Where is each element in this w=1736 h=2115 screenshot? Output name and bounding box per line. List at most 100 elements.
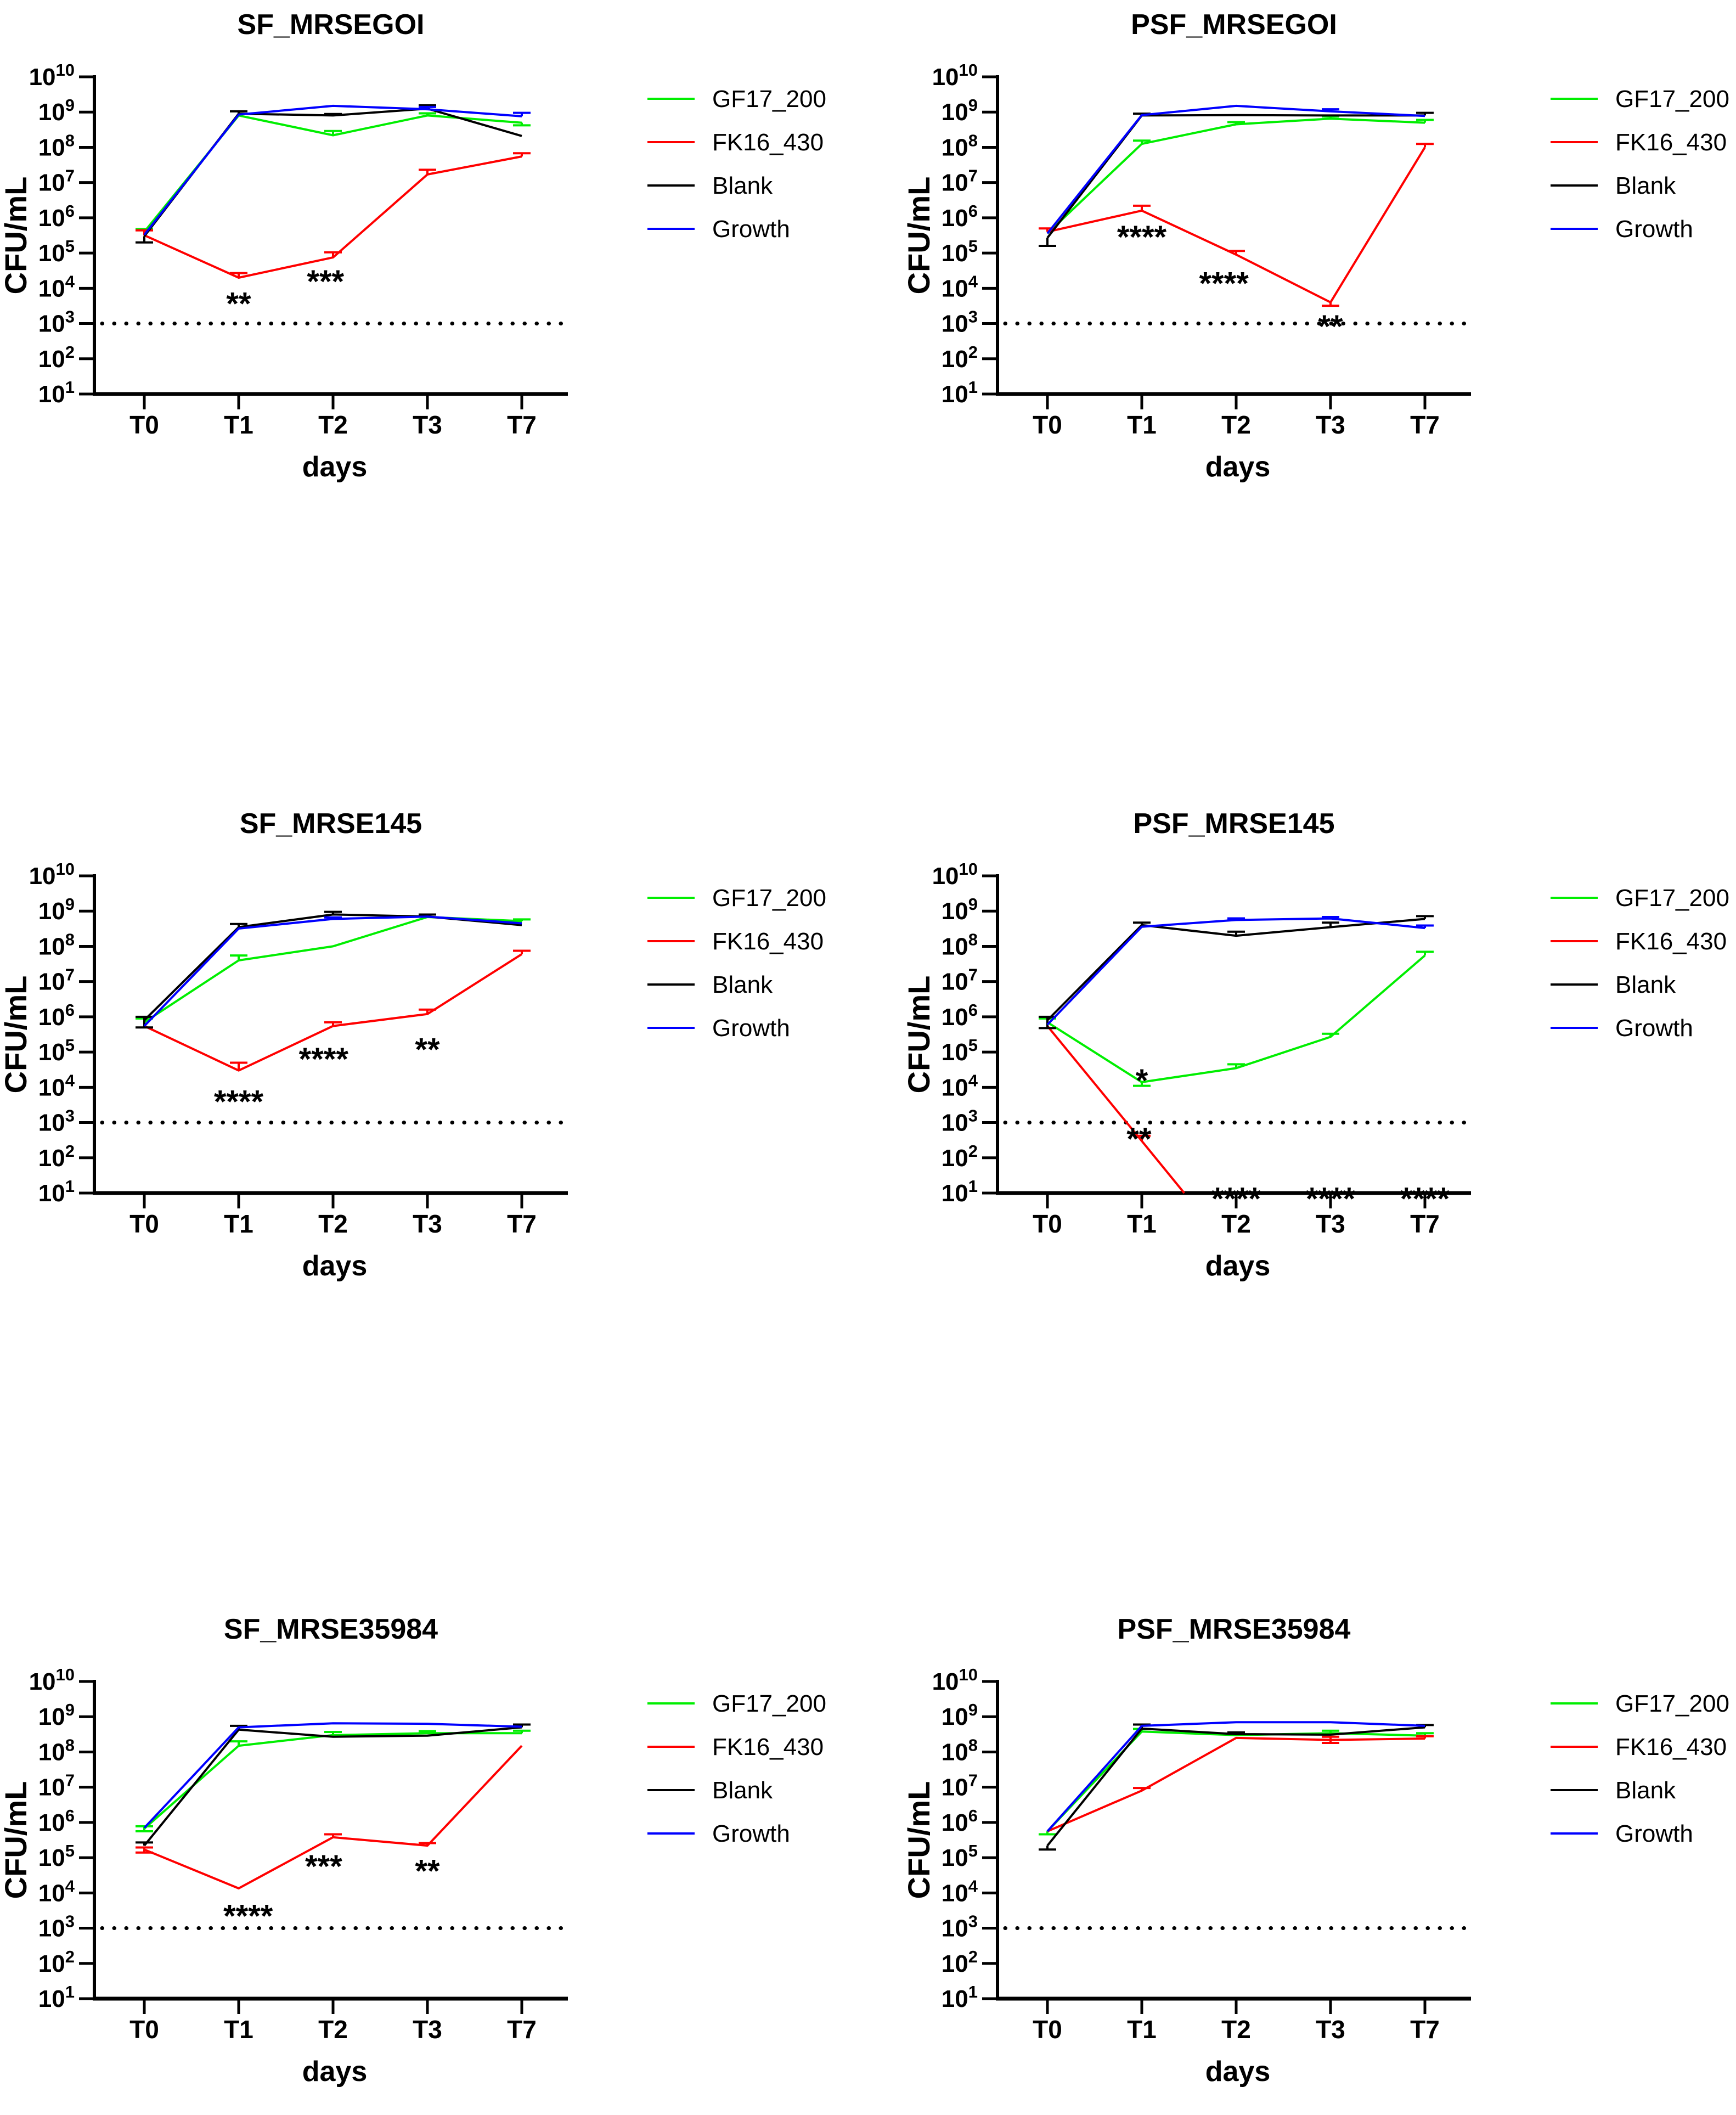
significance-stars: ***	[307, 264, 344, 300]
significance-stars: *	[1136, 1063, 1148, 1099]
significance-stars: ****	[1117, 220, 1167, 255]
y-tick-label: 107	[38, 166, 75, 196]
x-tick-label-t0: T0	[129, 1210, 159, 1238]
legend-label-fk16_430: FK16_430	[712, 129, 824, 156]
y-tick-label: 102	[942, 342, 978, 373]
chart-title: PSF_MRSEGOI	[1131, 9, 1337, 41]
legend-label-fk16_430: FK16_430	[1615, 1734, 1727, 1760]
legend-label-fk16_430: FK16_430	[712, 1734, 824, 1760]
chart-title: PSF_MRSE35984	[1118, 1613, 1351, 1645]
x-axis-label: days	[302, 2056, 368, 2088]
legend-label-blank: Blank	[1615, 971, 1676, 998]
x-tick-label-t7: T7	[1410, 2015, 1440, 2044]
x-tick-label-t2: T2	[318, 1210, 348, 1238]
y-axis-label: CFU/mL	[901, 1781, 936, 1899]
y-tick-label: 106	[38, 1806, 75, 1836]
legend-label-gf17_200: GF17_200	[712, 1690, 826, 1717]
panel-psf-mrse145: 1010 109 108 107 106 105 104 103 102 101 T0 T1 T2 T3 T…	[901, 799, 1736, 1309]
series-blank	[136, 910, 522, 1029]
y-tick-label: 103	[38, 1912, 75, 1942]
series-line-gf17_200	[1046, 117, 1425, 234]
legend-label-gf17_200: GF17_200	[1615, 885, 1729, 912]
y-tick-label: 106	[38, 201, 75, 232]
y-tick-label: 102	[942, 1947, 978, 1977]
series-growth	[143, 104, 531, 236]
y-tick-label: 109	[942, 95, 978, 126]
x-tick-label-t2: T2	[1221, 1210, 1251, 1238]
x-axis-label: days	[1205, 2056, 1271, 2088]
chart-title: SF_MRSEGOI	[238, 9, 425, 41]
significance-stars: **	[415, 1854, 440, 1889]
x-tick-label-t0: T0	[129, 410, 159, 439]
y-tick-label: 103	[942, 307, 978, 338]
legend-label-growth: Growth	[1615, 1820, 1693, 1847]
x-axis-label: days	[302, 451, 368, 483]
chart-sf-mrse145: 1010 109 108 107 106 105 104 103 102 101 T0 T1 T2 T3 T…	[0, 808, 826, 1282]
x-tick-label-t3: T3	[413, 1210, 442, 1238]
y-tick-label: 101	[38, 1177, 75, 1207]
y-tick-label: 1010	[932, 1665, 978, 1695]
series-growth	[1046, 104, 1425, 234]
y-tick-label: 102	[38, 1141, 75, 1172]
y-tick-label: 1010	[29, 60, 75, 91]
series-line-growth	[1046, 917, 1425, 1026]
chart-psf-mrse35984: 1010 109 108 107 106 105 104 103 102 101 T0 T1 T2 T3 T…	[901, 1613, 1729, 2088]
x-tick-label-t3: T3	[413, 2015, 442, 2044]
series-fk16_430	[1039, 143, 1434, 307]
y-tick-label: 102	[38, 342, 75, 373]
y-tick-label: 101	[38, 378, 75, 408]
series-fk16_430	[1046, 1025, 1185, 1194]
y-tick-label: 105	[38, 237, 75, 267]
x-tick-label-t3: T3	[1316, 410, 1345, 439]
series-line-growth	[143, 1722, 522, 1829]
x-tick-label-t0: T0	[1033, 410, 1062, 439]
series-line-fk16_430	[144, 1745, 523, 1889]
legend-label-fk16_430: FK16_430	[1615, 129, 1727, 156]
y-tick-label: 105	[942, 1841, 978, 1871]
chart-title: SF_MRSE145	[240, 808, 422, 840]
series-blank	[136, 1723, 531, 1847]
legend-label-blank: Blank	[1615, 1777, 1676, 1804]
chart-sf-mrse35984: 1010 109 108 107 106 105 104 103 102 101 T0 T1 T2 T3 T…	[0, 1613, 826, 2088]
series-line-gf17_200	[143, 916, 522, 1023]
series-line-blank	[143, 108, 522, 237]
y-tick-label: 107	[38, 965, 75, 995]
x-tick-label-t7: T7	[507, 410, 537, 439]
x-tick-label-t1: T1	[1127, 410, 1157, 439]
y-tick-label: 109	[38, 95, 75, 126]
significance-stars: ****	[1306, 1182, 1356, 1217]
significance-stars: ****	[1211, 1182, 1261, 1217]
series-line-fk16_430	[1047, 147, 1426, 303]
significance-stars: **	[1318, 309, 1343, 345]
series-fk16_430	[136, 152, 531, 279]
panel-psf-mrse35984: 1010 109 108 107 106 105 104 103 102 101 T0 T1 T2 T3 T…	[901, 1605, 1736, 2115]
x-axis-label: days	[1205, 451, 1271, 483]
chart-psf-mrse145: 1010 109 108 107 106 105 104 103 102 101 T0 T1 T2 T3 T…	[901, 808, 1729, 1282]
chart-title: PSF_MRSE145	[1133, 808, 1334, 840]
significance-stars: **	[415, 1032, 440, 1068]
x-tick-label-t1: T1	[1127, 2015, 1157, 2044]
y-axis-label: CFU/mL	[0, 177, 33, 295]
series-blank	[1039, 915, 1434, 1030]
y-tick-label: 105	[942, 1036, 978, 1066]
significance-stars: **	[1126, 1122, 1152, 1157]
y-tick-label: 108	[942, 930, 978, 960]
legend-label-gf17_200: GF17_200	[1615, 86, 1729, 113]
y-tick-label: 109	[38, 895, 75, 925]
legend-label-fk16_430: FK16_430	[1615, 928, 1727, 955]
x-tick-label-t7: T7	[1410, 410, 1440, 439]
significance-stars: ****	[1400, 1182, 1450, 1217]
x-tick-label-t7: T7	[1410, 1210, 1440, 1238]
legend-label-blank: Blank	[712, 172, 773, 199]
y-tick-label: 101	[942, 1177, 978, 1207]
legend: GF17_200 FK16_430 Blank Growth	[1551, 885, 1729, 1042]
y-tick-label: 106	[942, 201, 978, 232]
x-tick-label-t3: T3	[1316, 2015, 1345, 2044]
series-line-growth	[143, 104, 522, 236]
y-tick-label: 106	[942, 1806, 978, 1836]
series-line-growth	[1046, 104, 1425, 234]
y-tick-label: 104	[942, 1071, 978, 1101]
y-tick-label: 108	[38, 1735, 75, 1765]
significance-stars: ***	[305, 1849, 342, 1885]
significance-stars: ****	[1199, 266, 1249, 302]
